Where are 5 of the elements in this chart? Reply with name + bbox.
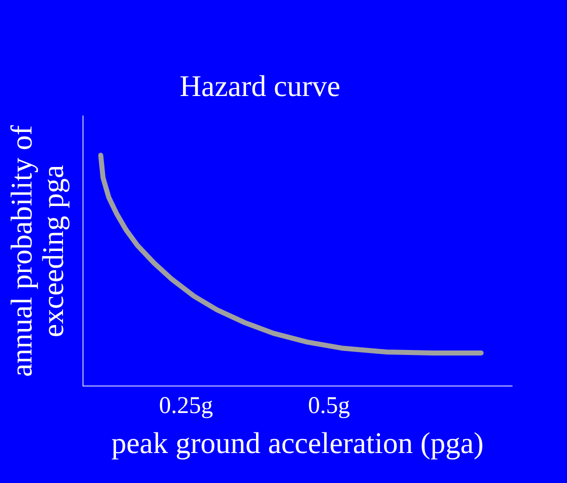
chart-title: Hazard curve	[180, 70, 340, 103]
y-axis-title: annual probability of exceeding pga	[6, 125, 70, 377]
x-tick-label: 0.25g	[158, 392, 213, 419]
x-tick-label: 0.5g	[308, 392, 350, 419]
x-axis-title: peak ground acceleration (pga)	[111, 426, 484, 460]
